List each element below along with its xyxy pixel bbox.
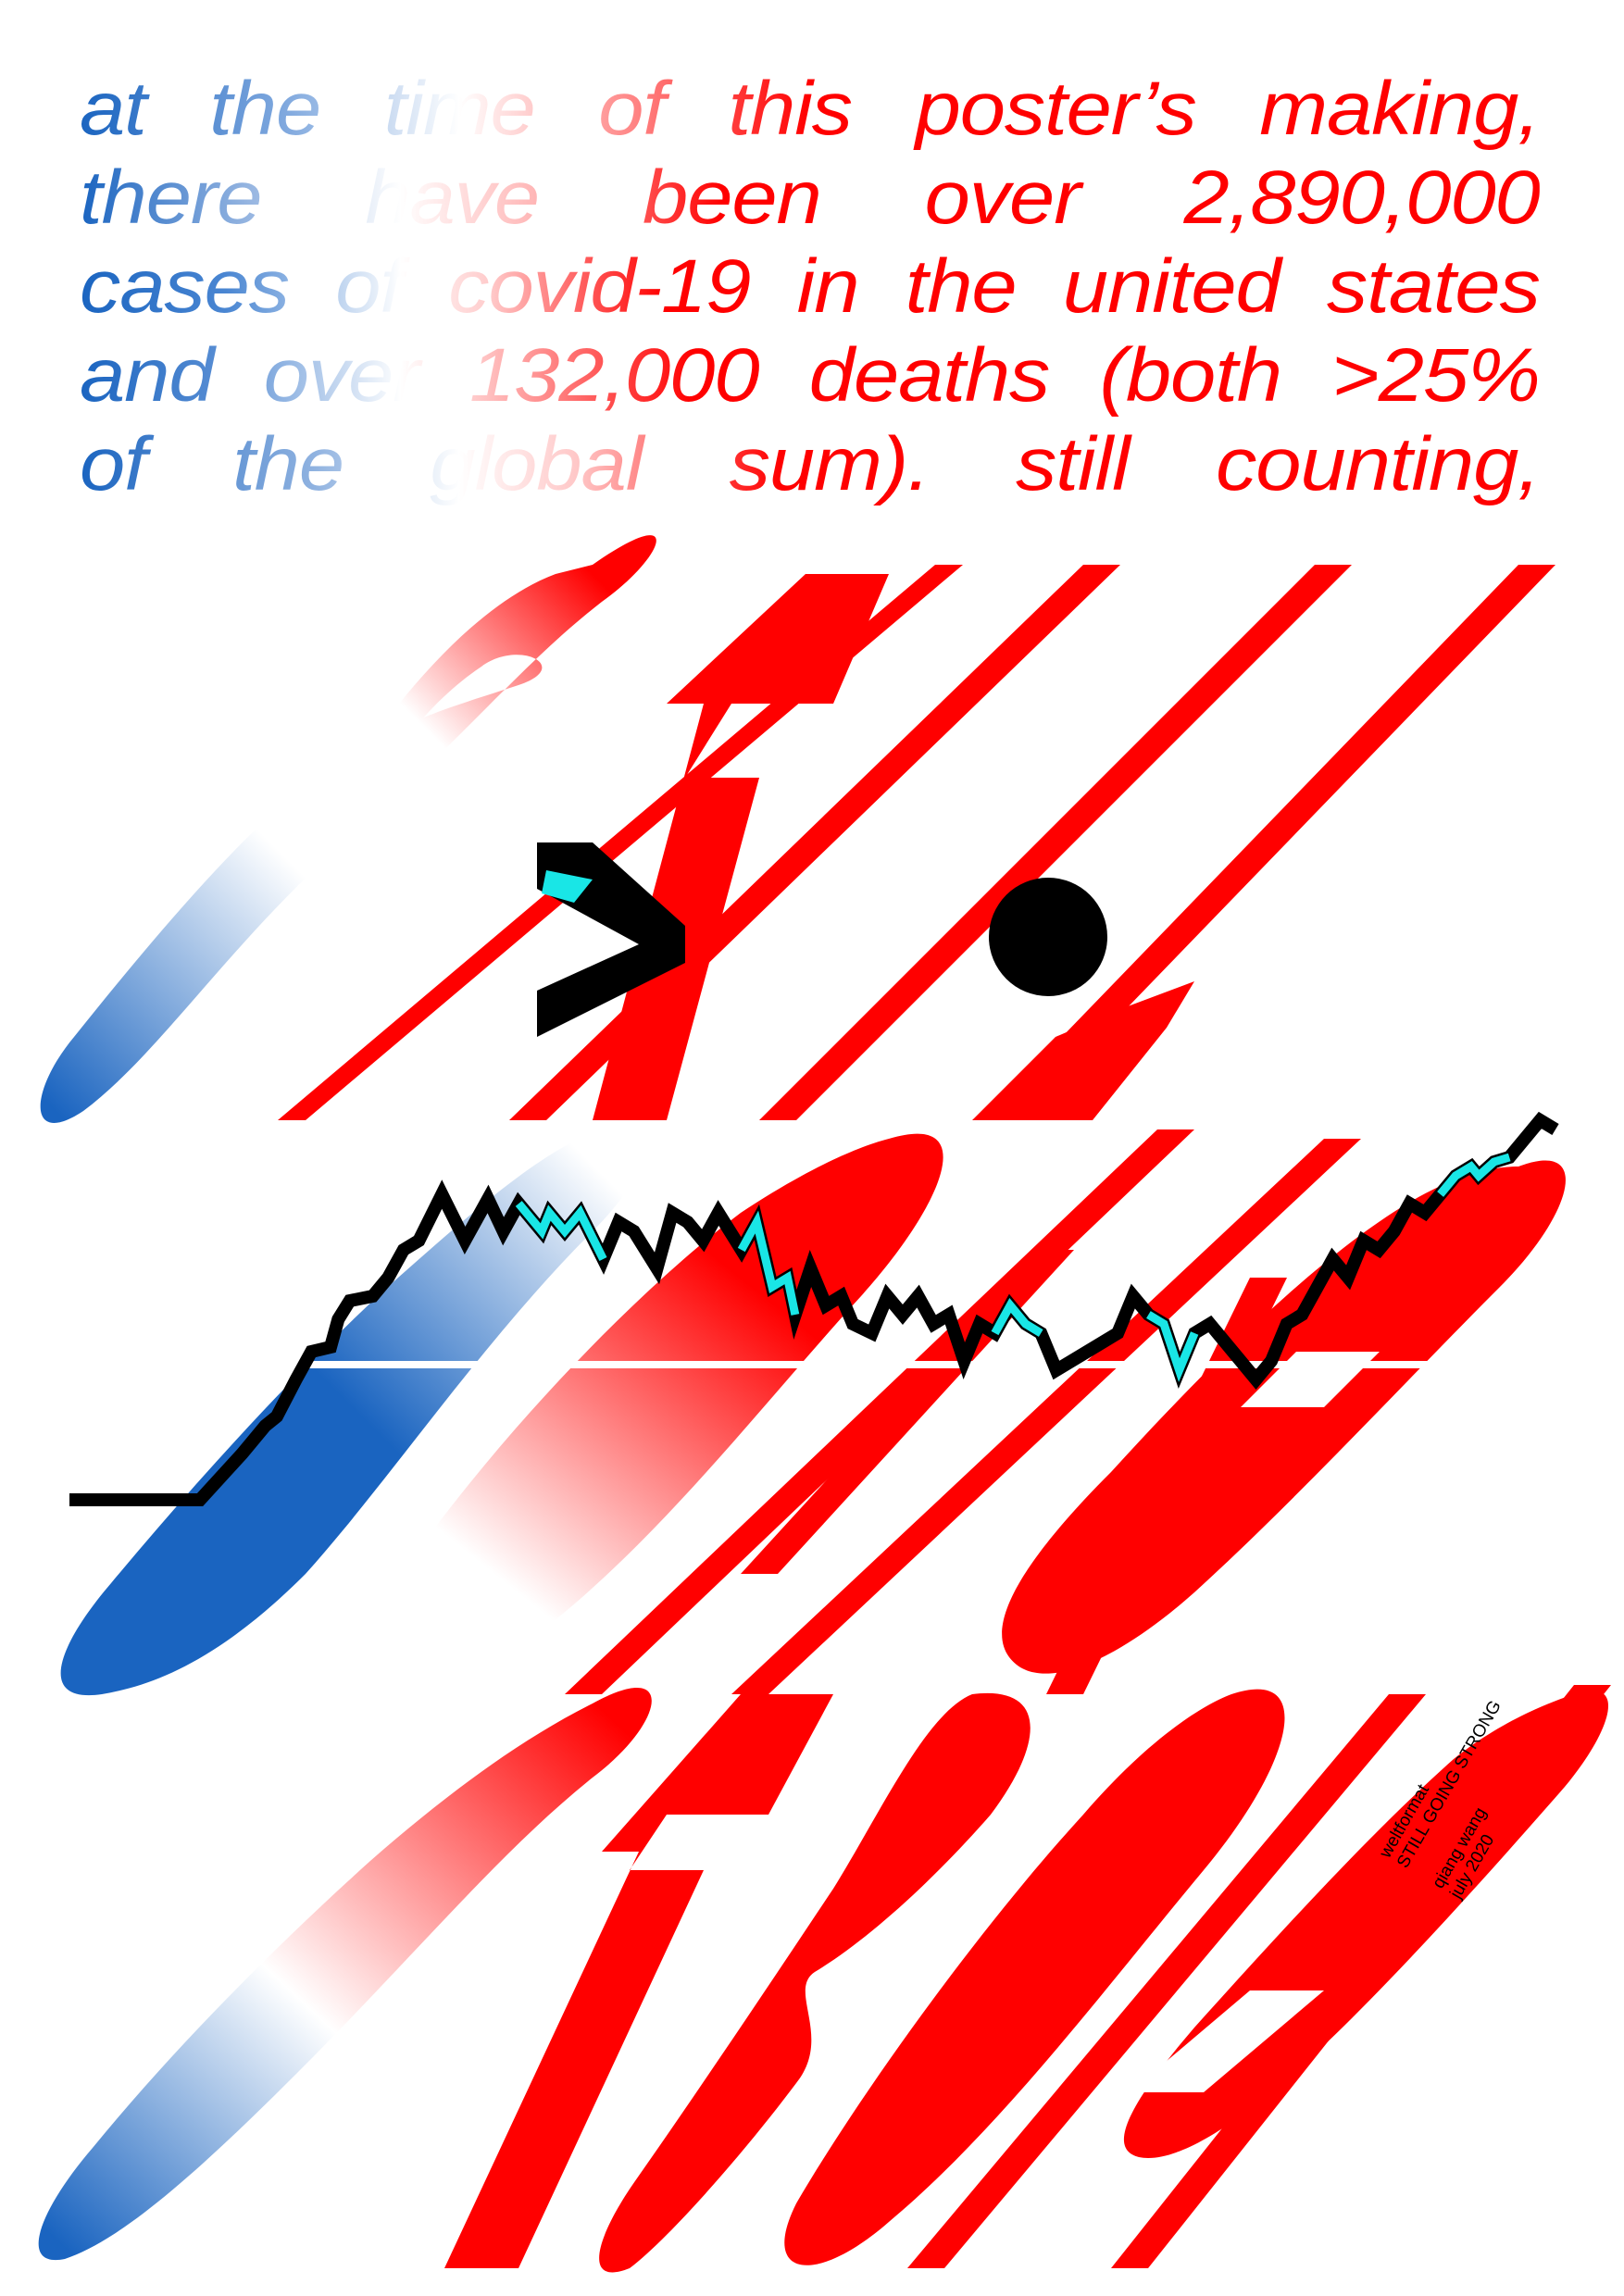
greater-than-cyan-accent: [542, 870, 593, 903]
letter-r-3: [599, 1692, 1031, 2273]
still-row: [40, 535, 1555, 1123]
dot-icon: [989, 878, 1107, 996]
headline-line-2-text: there have been over 2,890,000: [80, 154, 1541, 243]
letter-l-stroke-2: [981, 565, 1555, 1120]
letter-t-3: [444, 1694, 833, 2268]
letter-s-stroke: [278, 565, 963, 1120]
letter-l-stroke-1: [759, 565, 1352, 1120]
letter-s-1: [40, 535, 656, 1123]
headline-line-3: cases of covid-19 in the united states: [80, 243, 1624, 331]
row2-cut-bar: [0, 1361, 1624, 1368]
headline-line-5-text: of the global sum). still counting,: [80, 420, 1541, 509]
headline-line-1-text: at the time of this poster’s making,: [80, 65, 1541, 154]
letter-l-foot-1: [972, 981, 1194, 1120]
headline-line-3-text: cases of covid-19 in the united states: [80, 243, 1541, 331]
letter-g-3-cut: [1130, 1990, 1324, 2092]
letter-o-1: [368, 1133, 943, 1686]
case-curve-cyan-segment: [991, 1298, 1043, 1337]
headline-line-4: and over 132,000 deaths (both >25%: [80, 331, 1624, 420]
headline-line-2: there have been over 2,890,000: [80, 154, 1624, 243]
letter-n-1: [731, 1139, 1361, 1694]
case-curve-cyan-segment: [515, 1201, 607, 1262]
letter-l-foot-2: [1009, 1055, 1093, 1120]
letter-g-1: [60, 1126, 646, 1696]
headline-line-4-text: and over 132,000 deaths (both >25%: [80, 331, 1541, 420]
case-curve-cyan-segment: [1437, 1153, 1511, 1197]
strong-row: [38, 1685, 1611, 2273]
letter-s-3: [38, 1687, 652, 2261]
case-curve-cyan-segment: [737, 1210, 800, 1316]
case-curve-cyan-segment: [1146, 1311, 1199, 1382]
going-row: [0, 1126, 1624, 1696]
headline-line-1: at the time of this poster’s making,: [80, 65, 1624, 154]
letter-o-3: [784, 1689, 1285, 2265]
letter-n-3a: [907, 1694, 1426, 2268]
letter-g-2: [1002, 1160, 1566, 1674]
letter-i-stroke: [509, 565, 1120, 1120]
case-curve-black: [69, 1111, 1559, 1506]
headline-line-5: of the global sum). still counting,: [80, 420, 1624, 509]
